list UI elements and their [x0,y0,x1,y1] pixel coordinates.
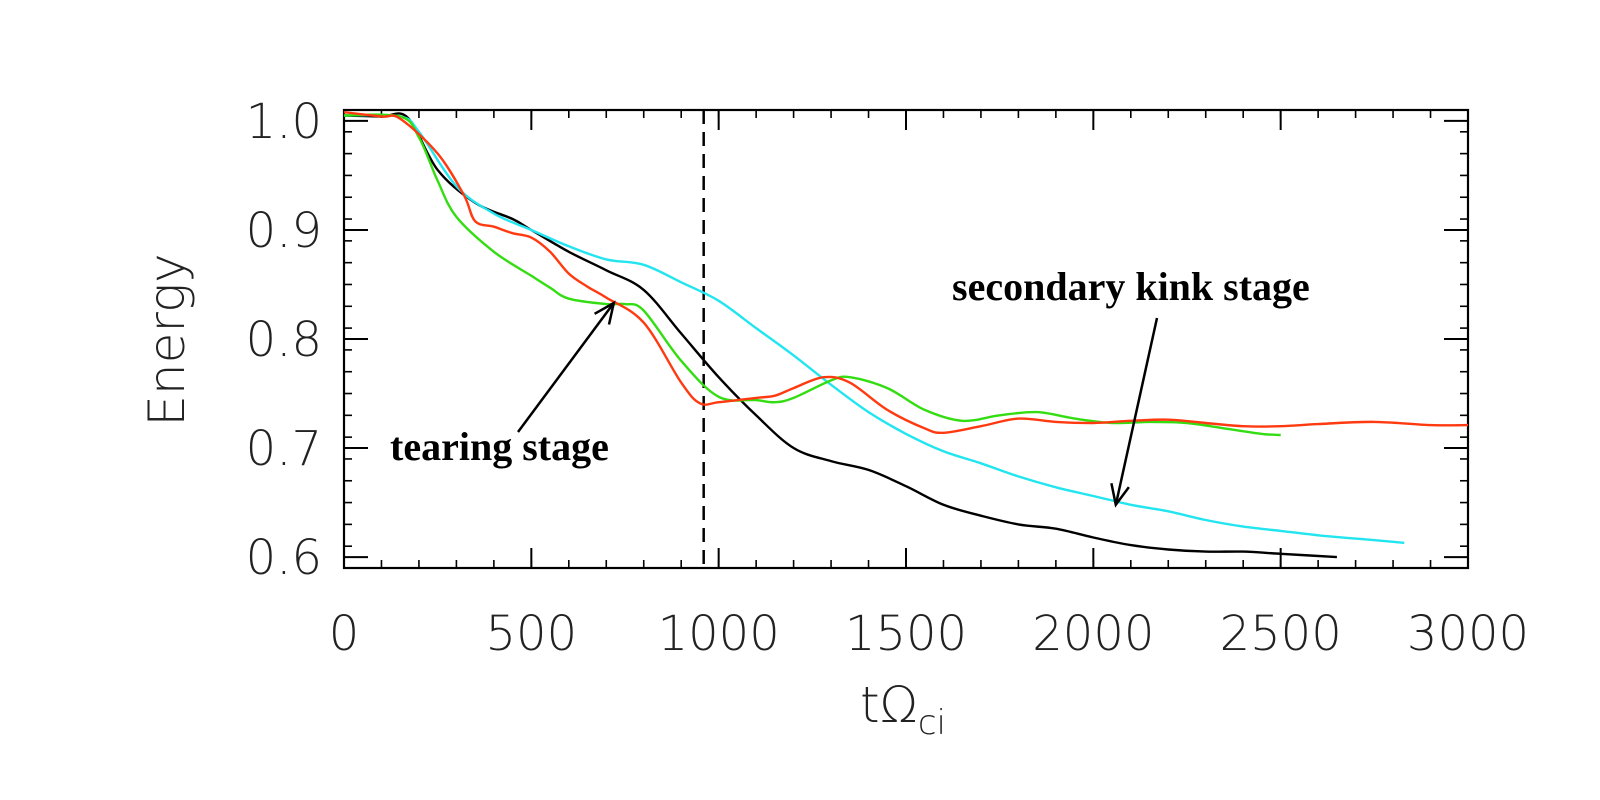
minor-ticks [343,110,1469,569]
x-tick-labels: 0 500 1000 1500 2000 2500 3000 [329,606,1529,662]
x-tick-label: 1500 [845,606,967,662]
y-tick-label: 0.8 [246,312,322,368]
x-axis-title-subscript: ci [918,703,946,743]
y-tick-labels: 0.6 0.7 0.8 0.9 1.0 [246,94,322,586]
annotation-secondary-kink-stage: secondary kink stage [952,264,1310,309]
y-tick-label: 0.9 [246,203,322,259]
x-tick-label: 2500 [1220,606,1342,662]
series-line-red [344,111,1468,435]
arrow-secondary-kink-stage [1114,317,1159,506]
x-tick-label: 3000 [1407,606,1529,662]
x-tick-label: 0 [329,606,360,662]
arrowhead-secondary-kink-stage [1110,482,1130,508]
x-tick-label: 1000 [658,606,780,662]
x-tick-label: 2000 [1032,606,1154,662]
major-ticks [343,110,1469,568]
plot-frame [342,108,1470,570]
x-tick-label: 500 [486,606,578,662]
x-axis-title: tΩci [860,676,946,743]
x-axis-title-main: tΩ [860,676,918,734]
y-tick-label: 0.7 [246,421,322,477]
y-tick-label: 1.0 [246,94,322,150]
arrowhead-tearing-stage [593,300,616,325]
y-tick-label: 0.6 [246,530,322,586]
series-group [344,111,1468,559]
annotation-tearing-stage: tearing stage [390,424,609,469]
arrow-tearing-stage [516,302,615,433]
series-line-black [344,112,1337,559]
y-axis-title: Energy [138,253,196,426]
series-line-cyan [344,113,1405,545]
